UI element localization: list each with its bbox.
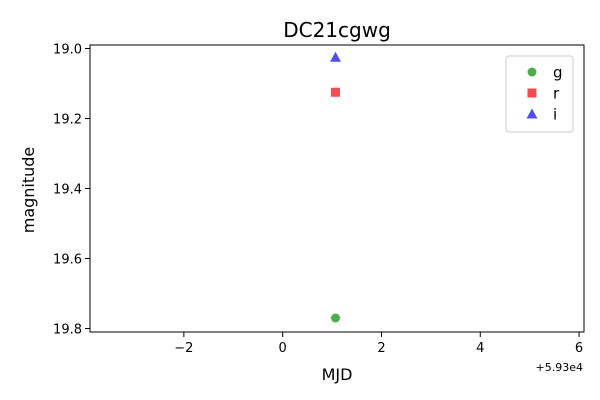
chart-title: DC21cgwg bbox=[283, 18, 391, 42]
x-tick-label: 6 bbox=[575, 341, 583, 356]
x-axis-offset-label: +5.93e4 bbox=[536, 361, 583, 374]
data-points bbox=[330, 51, 342, 323]
y-axis-label: magnitude bbox=[19, 147, 38, 234]
legend-label-g: g bbox=[553, 64, 563, 82]
legend-frame bbox=[505, 55, 574, 133]
x-tick-label: 2 bbox=[377, 341, 385, 356]
y-tick-label: 19.8 bbox=[53, 323, 82, 338]
legend-marker-i bbox=[526, 108, 538, 119]
x-tick-label: 4 bbox=[476, 341, 484, 356]
x-tick-label: 0 bbox=[279, 341, 287, 356]
legend-marker-r bbox=[527, 88, 537, 98]
y-tick-label: 19.0 bbox=[53, 43, 82, 58]
axis-ticks: −2 0 2 4 6 19.0 19.2 19.4 19.6 19.8 bbox=[53, 43, 583, 357]
y-tick-label: 19.6 bbox=[53, 253, 82, 268]
y-tick-label: 19.2 bbox=[53, 113, 82, 128]
legend-label-r: r bbox=[553, 85, 560, 103]
x-axis-label: MJD bbox=[322, 365, 353, 384]
x-tick-label: −2 bbox=[174, 341, 193, 356]
legend-label-i: i bbox=[553, 106, 557, 124]
y-tick-label: 19.4 bbox=[53, 183, 82, 198]
legend: gri bbox=[505, 55, 574, 133]
plot-area-frame bbox=[89, 44, 585, 333]
data-point-i bbox=[330, 51, 342, 62]
legend-marker-g bbox=[527, 67, 537, 77]
data-point-r bbox=[331, 87, 341, 97]
data-point-g bbox=[331, 313, 341, 323]
